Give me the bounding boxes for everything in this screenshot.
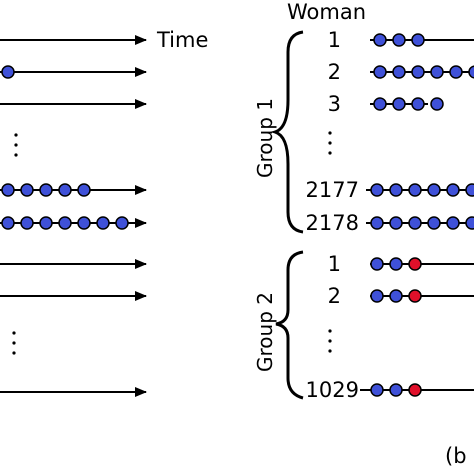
group2-ellipsis bbox=[328, 329, 332, 353]
group2-row-2-event-dot-3 bbox=[408, 289, 422, 303]
group1-row-2178-event-dot-2 bbox=[389, 216, 403, 230]
group1-row-2-event-dot-1 bbox=[373, 65, 387, 79]
group1-row-1-event-dot-3 bbox=[411, 33, 425, 47]
group2-row-1-event-dot-1 bbox=[370, 257, 384, 271]
group2-row-1-label: 1 bbox=[328, 252, 341, 276]
group1-ellipsis bbox=[328, 131, 332, 155]
group2-row-1029-event-dot-3 bbox=[408, 383, 422, 397]
left-row-5-event-dot-4 bbox=[58, 216, 72, 230]
time-label: Time bbox=[156, 28, 208, 52]
left-ellipsis-top bbox=[14, 133, 18, 157]
group2-row-2-label: 2 bbox=[328, 284, 341, 308]
group1-row-2178-event-dot-1 bbox=[370, 216, 384, 230]
group1-row-1-label: 1 bbox=[328, 28, 341, 52]
group1-row-2-event-dot-6 bbox=[468, 65, 474, 79]
left-row-4-event-dot-1 bbox=[1, 183, 15, 197]
left-row-2-event-dot-1 bbox=[1, 65, 15, 79]
group1-row-2178-event-dot-3 bbox=[408, 216, 422, 230]
group1-row-2178-label: 2178 bbox=[306, 211, 359, 235]
group1-brace bbox=[269, 30, 304, 234]
left-row-4-event-dot-3 bbox=[39, 183, 53, 197]
left-row-4-event-dot-2 bbox=[20, 183, 34, 197]
group1-row-2177-event-dot-3 bbox=[408, 183, 422, 197]
group2-row-1029-event-dot-2 bbox=[389, 383, 403, 397]
left-row-5-event-dot-6 bbox=[96, 216, 110, 230]
group1-row-2178-event-dot-5 bbox=[446, 216, 460, 230]
group1-row-2-event-dot-3 bbox=[411, 65, 425, 79]
left-row-5-event-dot-1 bbox=[1, 216, 15, 230]
group1-row-3-label: 3 bbox=[328, 92, 341, 116]
group1-row-2-event-dot-2 bbox=[392, 65, 406, 79]
group1-row-1-event-dot-1 bbox=[373, 33, 387, 47]
group1-row-2177-event-dot-5 bbox=[446, 183, 460, 197]
left-row-4-event-dot-4 bbox=[58, 183, 72, 197]
group1-row-2177-label: 2177 bbox=[306, 178, 359, 202]
left-row-5-event-dot-7 bbox=[115, 216, 129, 230]
group1-row-2178-event-dot-6 bbox=[465, 216, 474, 230]
group2-label: Group 2 bbox=[253, 292, 277, 372]
woman-header: Woman bbox=[287, 0, 366, 24]
group1-row-2-label: 2 bbox=[328, 60, 341, 84]
left-row-5-event-dot-3 bbox=[39, 216, 53, 230]
left-row-5-event-dot-2 bbox=[20, 216, 34, 230]
group1-row-2177-event-dot-4 bbox=[427, 183, 441, 197]
group1-row-3-event-dot-1 bbox=[373, 97, 387, 111]
group1-row-2-event-dot-4 bbox=[430, 65, 444, 79]
group1-row-2178-event-dot-4 bbox=[427, 216, 441, 230]
group1-row-2177-event-dot-1 bbox=[370, 183, 384, 197]
timelines: 1 2 3 2177 2178 1 2 1029 bbox=[0, 28, 474, 402]
group1-row-2177-event-dot-6 bbox=[465, 183, 474, 197]
panel-label: (b bbox=[445, 444, 467, 468]
group1-row-1-event-dot-2 bbox=[392, 33, 406, 47]
group2-row-1-event-dot-2 bbox=[389, 257, 403, 271]
group2-row-2-event-dot-2 bbox=[389, 289, 403, 303]
group2-row-1-event-dot-3 bbox=[408, 257, 422, 271]
group1-row-3-event-dot-4 bbox=[430, 97, 444, 111]
group1-row-2-event-dot-5 bbox=[449, 65, 463, 79]
group1-row-3-event-dot-2 bbox=[392, 97, 406, 111]
group1-row-2177-event-dot-2 bbox=[389, 183, 403, 197]
group2-row-1029-label: 1029 bbox=[306, 378, 359, 402]
left-ellipsis-bottom bbox=[12, 331, 16, 355]
left-row-4-event-dot-5 bbox=[77, 183, 91, 197]
group2-row-1029-event-dot-1 bbox=[370, 383, 384, 397]
group2-row-2-event-dot-1 bbox=[370, 289, 384, 303]
group1-row-3-event-dot-3 bbox=[411, 97, 425, 111]
left-row-5-event-dot-5 bbox=[77, 216, 91, 230]
group1-label: Group 1 bbox=[253, 98, 277, 178]
group2-brace bbox=[275, 250, 304, 400]
